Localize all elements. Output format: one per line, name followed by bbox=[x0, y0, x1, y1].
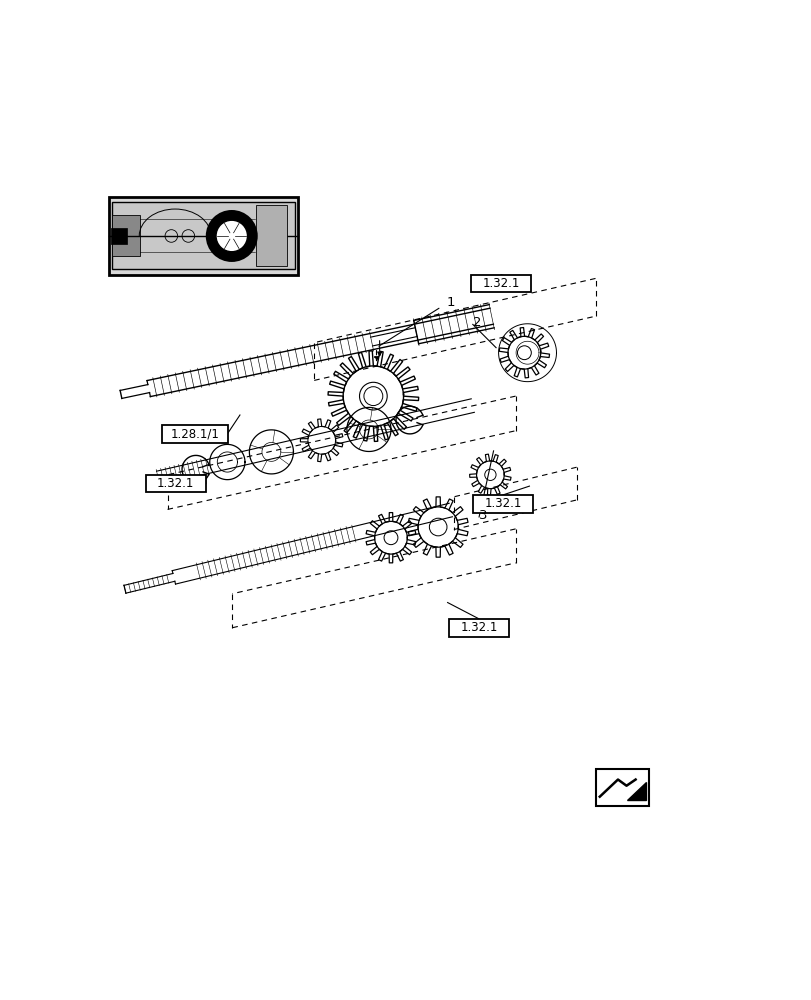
Text: 3: 3 bbox=[478, 509, 487, 522]
Text: 1: 1 bbox=[446, 296, 454, 309]
Bar bbox=[473, 495, 532, 513]
Text: 1.32.1: 1.32.1 bbox=[482, 277, 519, 290]
Bar bbox=[111, 228, 127, 244]
Bar bbox=[448, 619, 508, 637]
Bar bbox=[146, 475, 205, 492]
Text: 1.28.1/1: 1.28.1/1 bbox=[170, 427, 219, 440]
Text: 1.32.1: 1.32.1 bbox=[157, 477, 194, 490]
Text: 2: 2 bbox=[472, 316, 481, 329]
Bar bbox=[161, 425, 227, 443]
Circle shape bbox=[208, 212, 255, 260]
Bar bbox=[256, 205, 287, 266]
Circle shape bbox=[216, 220, 247, 252]
Text: 1.32.1: 1.32.1 bbox=[460, 621, 497, 634]
Bar bbox=[470, 275, 530, 292]
Bar bbox=[112, 202, 294, 269]
Bar bbox=[594, 769, 648, 806]
Bar bbox=[109, 197, 298, 275]
Text: 1.32.1: 1.32.1 bbox=[483, 497, 521, 510]
Polygon shape bbox=[626, 782, 646, 800]
Bar bbox=[112, 215, 139, 256]
